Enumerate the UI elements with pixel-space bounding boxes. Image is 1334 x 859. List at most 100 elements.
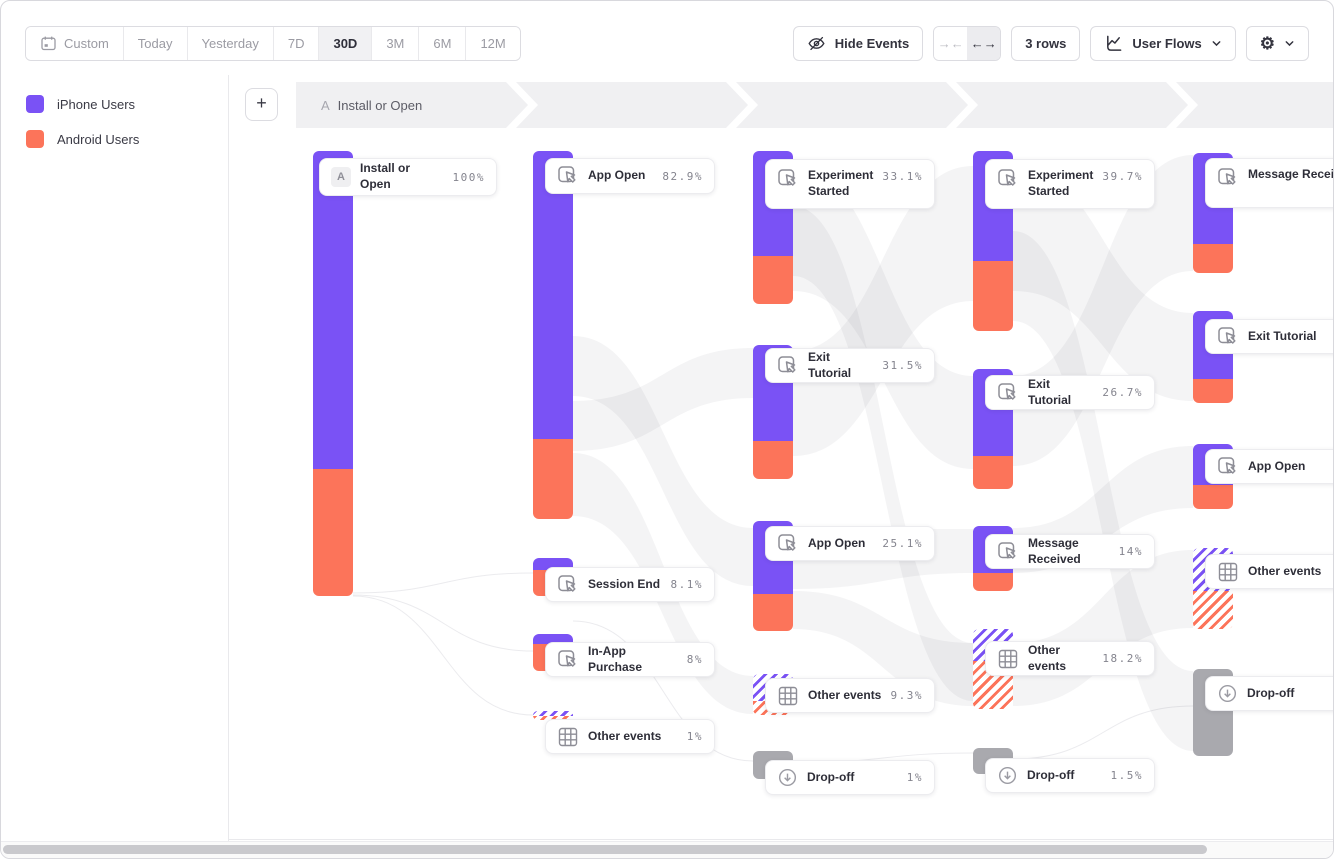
gear-icon: ⚙	[1259, 34, 1275, 53]
sidebar-divider	[228, 75, 229, 841]
node-card-session-end-col2[interactable]: Session End 8.1%	[545, 567, 715, 602]
date-range-6m[interactable]: 6M	[419, 27, 467, 60]
legend-swatch-android	[26, 130, 44, 148]
path-step[interactable]: A Install or Open	[321, 82, 422, 128]
date-range-label: 6M	[433, 36, 452, 51]
node-percent: 26.7%	[1102, 386, 1143, 399]
date-range-custom[interactable]: Custom	[26, 27, 124, 60]
toolbar-right: Hide Events →← ←→ 3 rows User Flows ⚙	[792, 26, 1309, 61]
legend-item-iphone-users[interactable]: iPhone Users	[26, 95, 139, 113]
date-range-yesterday[interactable]: Yesterday	[187, 27, 274, 60]
view-selector-label: User Flows	[1132, 36, 1202, 51]
legend-label: Android Users	[57, 131, 140, 147]
bar-segment-purple	[533, 151, 573, 439]
path-banner-segment	[736, 82, 968, 128]
node-card-exit-tutorial-col4[interactable]: Exit Tutorial 26.7%	[985, 375, 1155, 410]
bar-segment-orange	[753, 256, 793, 304]
event-click-icon	[998, 541, 1016, 559]
node-card-experiment-started-col3[interactable]: Experiment Started 33.1%	[765, 159, 935, 209]
node-bar-other-events-col2[interactable]	[533, 711, 573, 720]
path-banner-segment	[1176, 82, 1333, 128]
view-selector-button[interactable]: User Flows	[1090, 26, 1236, 61]
grid-icon	[998, 649, 1018, 668]
node-card-drop-off-col3[interactable]: Drop-off 1%	[765, 760, 935, 795]
step-a-badge: A	[331, 167, 351, 187]
drop-off-icon	[778, 768, 797, 787]
node-card-install-or-open-col1[interactable]: A Install or Open 100%	[319, 158, 497, 196]
node-percent: 1.5%	[1110, 769, 1143, 782]
bar-segment-orange	[1193, 379, 1233, 403]
node-bar-install-or-open-col1[interactable]	[313, 151, 353, 596]
node-label: App Open	[808, 535, 866, 550]
path-banner: A Install or Open	[296, 82, 1333, 128]
date-range-7d[interactable]: 7D	[273, 27, 320, 60]
date-range-label: Custom	[64, 36, 109, 51]
event-click-icon	[558, 166, 576, 183]
node-label: Drop-off	[807, 769, 855, 784]
node-card-drop-off-col5[interactable]: Drop-off	[1205, 676, 1333, 711]
node-card-exit-tutorial-col3[interactable]: Exit Tutorial 31.5%	[765, 348, 935, 383]
bar-segment-orange	[1193, 244, 1233, 273]
bar-segment-orange	[1193, 485, 1233, 509]
expand-columns-button[interactable]: ←→	[967, 27, 1001, 60]
path-banner-segment	[516, 82, 748, 128]
node-percent: 39.7%	[1102, 170, 1143, 183]
legend-label: iPhone Users	[57, 96, 136, 112]
node-card-other-events-col5[interactable]: Other events	[1205, 554, 1333, 589]
date-range-label: 7D	[287, 36, 305, 51]
node-card-in-app-purchase-col2[interactable]: In-App Purchase 8%	[545, 642, 715, 677]
node-card-experiment-started-col4[interactable]: Experiment Started 39.7%	[985, 159, 1155, 209]
node-label: Drop-off	[1247, 685, 1295, 700]
arrows-expand-icon: ←→	[970, 36, 997, 51]
bar-segment-orange	[533, 439, 573, 519]
node-card-other-events-col2[interactable]: Other events 1%	[545, 719, 715, 754]
node-card-exit-tutorial-col5[interactable]: Exit Tutorial	[1205, 319, 1333, 354]
node-label: Install or Open	[360, 161, 411, 191]
horizontal-scrollbar-track[interactable]	[1, 841, 1333, 858]
node-card-message-received-col4[interactable]: Message Received 14%	[985, 534, 1155, 569]
node-card-app-open-col5[interactable]: App Open	[1205, 449, 1333, 484]
event-click-icon	[1218, 326, 1236, 344]
node-card-app-open-col2[interactable]: App Open 82.9%	[545, 158, 715, 194]
date-range-12m[interactable]: 12M	[466, 27, 520, 60]
bar-segment-orange	[313, 469, 353, 596]
collapse-columns-button[interactable]: →←	[934, 27, 968, 60]
bar-segment-orange-hatch	[1193, 591, 1233, 629]
date-range-3m[interactable]: 3M	[372, 27, 420, 60]
add-step-button[interactable]: +	[245, 88, 278, 121]
horizontal-scrollbar-thumb[interactable]	[3, 845, 1207, 854]
event-click-icon	[558, 574, 576, 592]
date-range-label: Today	[137, 36, 173, 51]
node-label: Other events	[1028, 642, 1067, 673]
rows-button[interactable]: 3 rows	[1011, 26, 1081, 61]
node-bar-app-open-col2[interactable]	[533, 151, 573, 519]
legend: iPhone Users Android Users	[26, 95, 139, 148]
bar-segment-orange-hatch	[533, 716, 573, 720]
date-range-today[interactable]: Today	[123, 27, 188, 60]
node-label: Other events	[588, 728, 662, 743]
node-card-other-events-col3[interactable]: Other events 9.3%	[765, 678, 935, 713]
hide-events-button[interactable]: Hide Events	[792, 26, 924, 61]
legend-item-android-users[interactable]: Android Users	[26, 130, 139, 148]
node-card-other-events-col4[interactable]: Other events 18.2%	[985, 641, 1155, 676]
drop-off-icon	[998, 766, 1017, 785]
node-label: Experiment Started	[1028, 168, 1094, 198]
toolbar: Custom Today Yesterday 7D 30D 3M 6M 12M Hide Ev…	[25, 26, 1309, 61]
date-range-30d[interactable]: 30D	[319, 27, 373, 60]
node-percent: 33.1%	[882, 170, 923, 183]
node-card-drop-off-col4[interactable]: Drop-off 1.5%	[985, 758, 1155, 793]
node-percent: 25.1%	[882, 537, 923, 550]
bar-segment-orange	[753, 594, 793, 631]
node-label: App Open	[588, 168, 646, 183]
legend-swatch-iphone	[26, 95, 44, 113]
node-percent: 1%	[906, 771, 923, 784]
chevron-down-icon	[1285, 41, 1294, 47]
event-click-icon	[998, 169, 1016, 186]
node-card-app-open-col3[interactable]: App Open 25.1%	[765, 526, 935, 561]
chart-bottom-border	[228, 839, 1333, 840]
settings-button[interactable]: ⚙	[1245, 26, 1309, 61]
node-label: Other events	[808, 687, 882, 702]
node-label: Exit Tutorial	[808, 349, 852, 380]
node-card-message-received-col5[interactable]: Message Received	[1205, 158, 1333, 208]
bar-segment-purple-hatch	[533, 711, 573, 716]
